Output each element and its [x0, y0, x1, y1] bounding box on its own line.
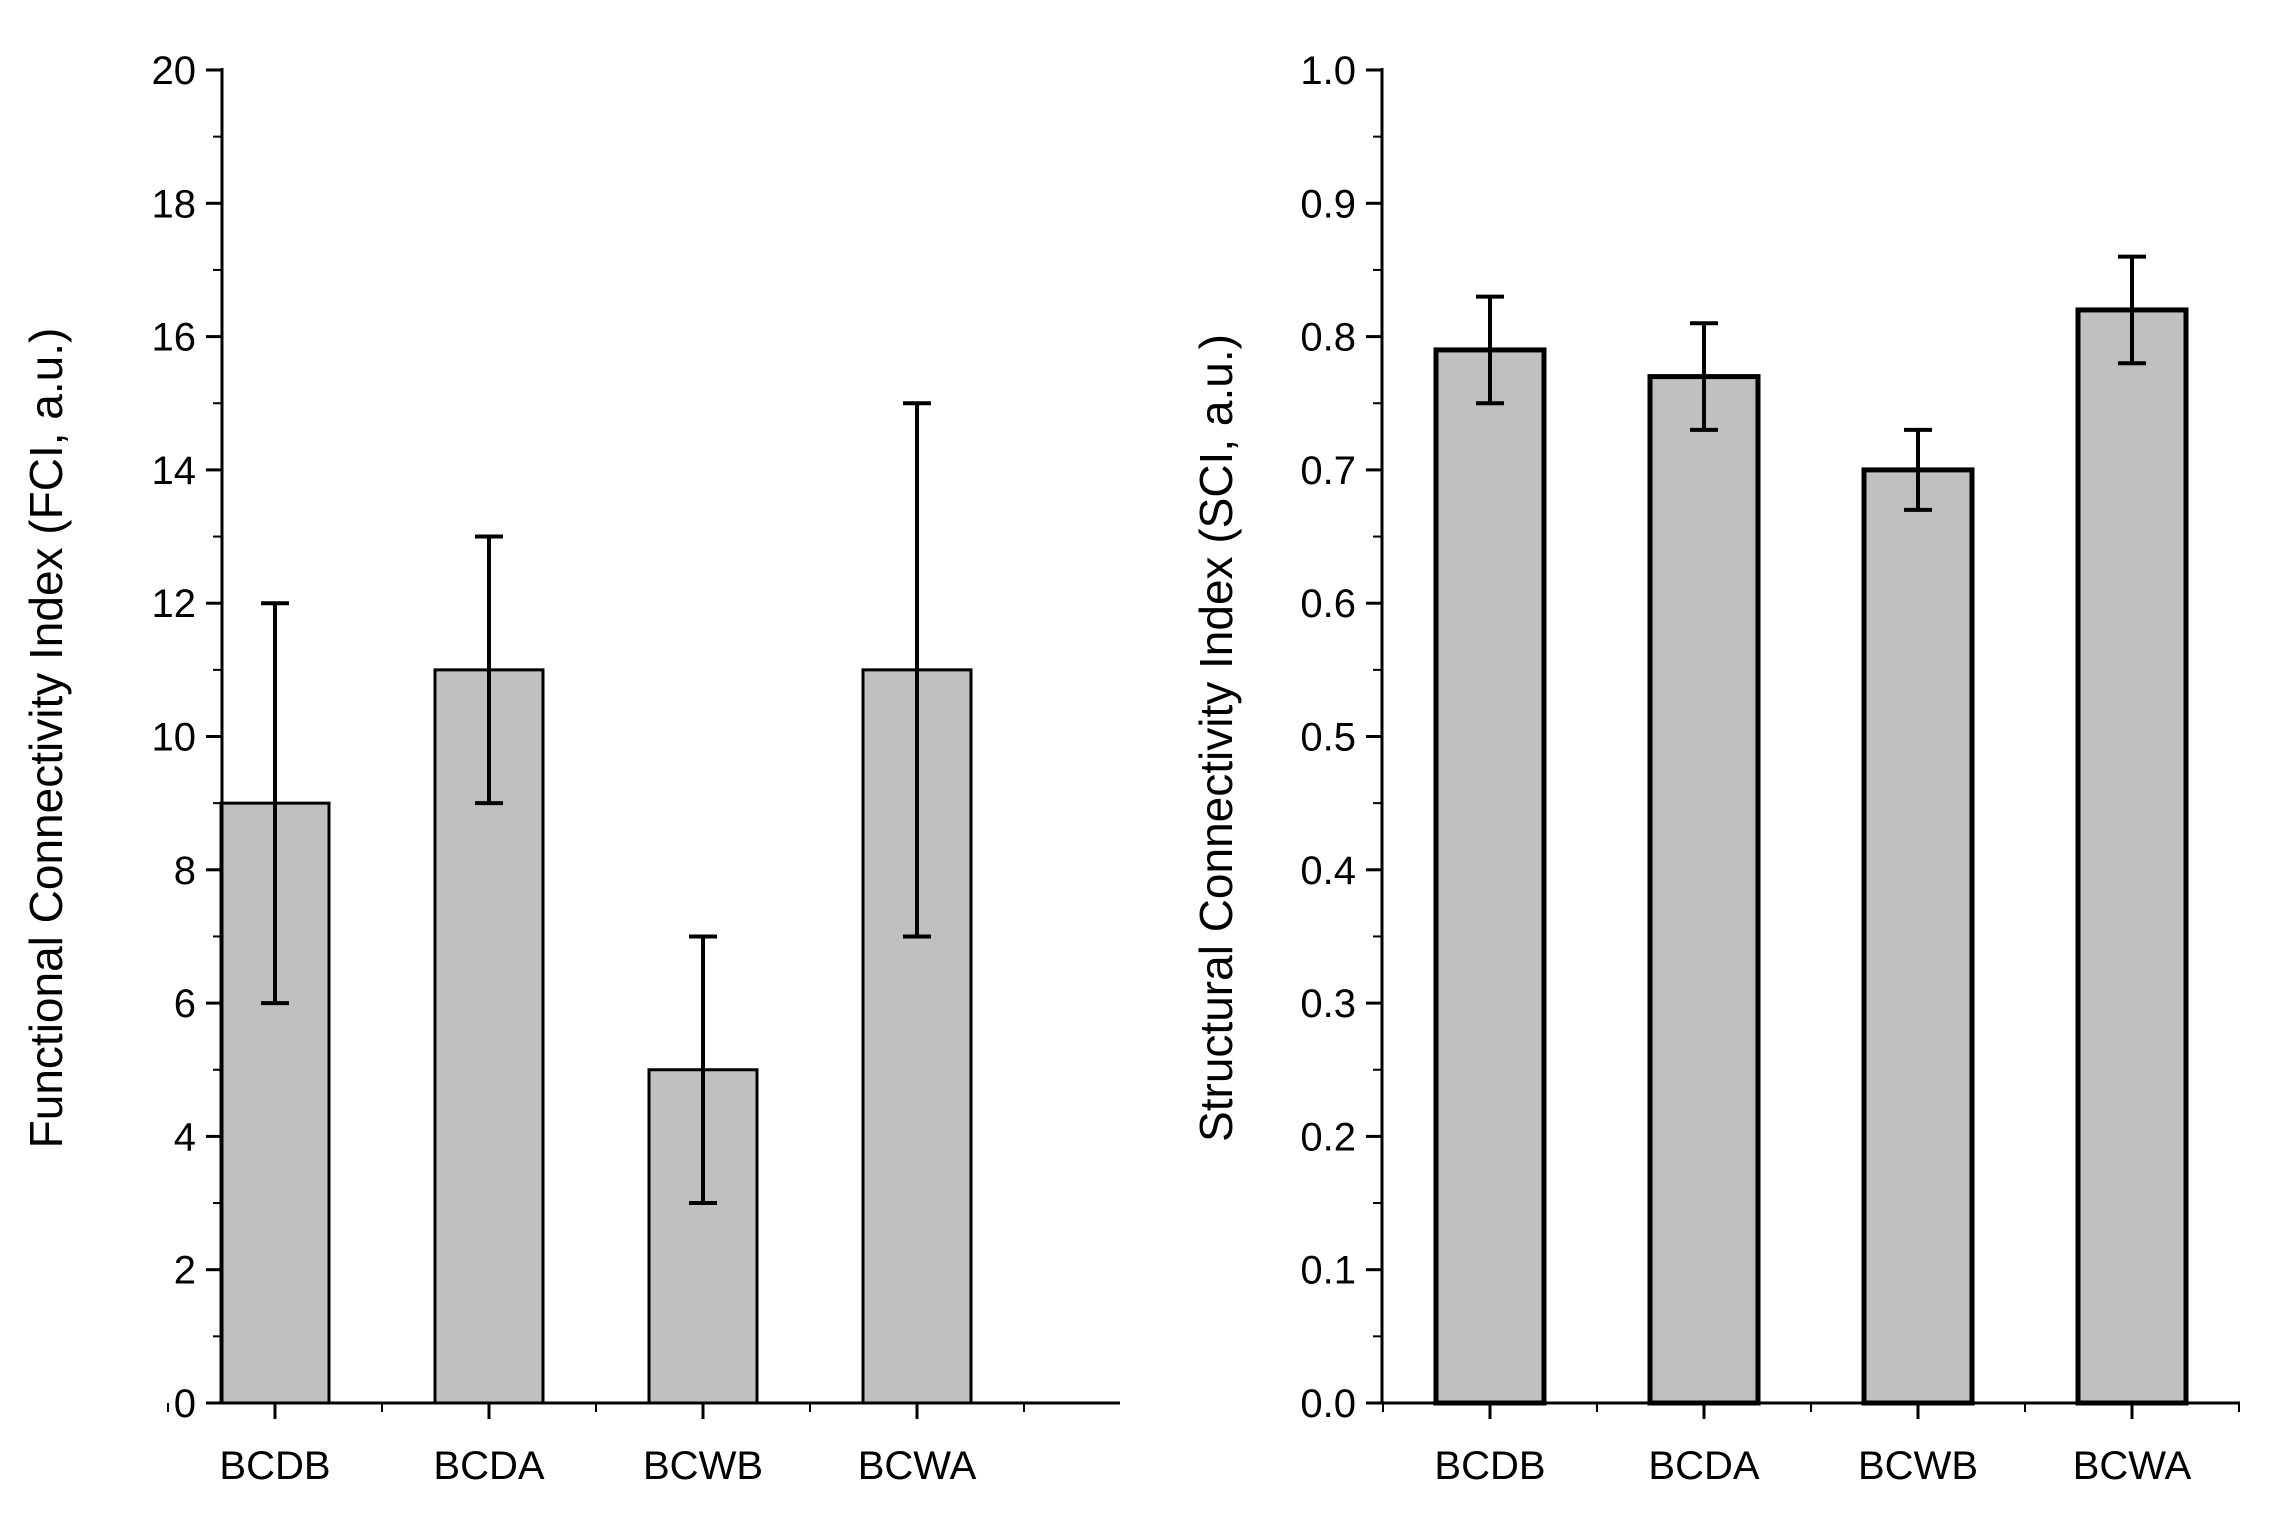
- bar-bcwa: [2075, 307, 2189, 1406]
- y-axis-title: Structural Connectivity Index (SCI, a.u.…: [1190, 334, 1242, 1142]
- error-bar-bcdb: [1476, 294, 1504, 406]
- y-tick-label: 10: [152, 716, 197, 760]
- y-tick-label: 0.2: [1300, 1115, 1356, 1159]
- y-tick-label: 2: [174, 1249, 196, 1293]
- y-tick-label: 0.3: [1300, 982, 1356, 1026]
- x-category-label: BCWB: [643, 1444, 763, 1488]
- y-tick-label: 0.8: [1300, 316, 1356, 360]
- y-tick-label: 0.9: [1300, 182, 1356, 226]
- y-tick-label: 0.5: [1300, 716, 1356, 760]
- fci-chart-panel: 0 2 4 6 8 10 12 14 16 18 20 BCDB BCDA BCWB BCWA Functio…: [20, 49, 1120, 1488]
- y-tick-label: 12: [152, 582, 197, 626]
- x-category-label: BCWA: [858, 1444, 977, 1488]
- y-tick-label: 0.6: [1300, 582, 1356, 626]
- x-category-label: BCDB: [219, 1444, 330, 1488]
- y-tick-label: 16: [152, 316, 197, 360]
- y-tick-label: 0.4: [1300, 849, 1356, 893]
- y-tick-label: 6: [174, 982, 196, 1026]
- error-bar-bcwa: [903, 401, 931, 939]
- y-tick-label: 18: [152, 182, 197, 226]
- x-category-label: BCDB: [1434, 1444, 1545, 1488]
- bar-bcwb: [1861, 467, 1975, 1406]
- x-category-label: BCWA: [2073, 1444, 2192, 1488]
- y-tick-label: 20: [152, 49, 197, 93]
- y-tick-label: 8: [174, 849, 196, 893]
- error-bar-bcwa: [2118, 254, 2146, 366]
- error-bar-bcdb: [261, 601, 289, 1006]
- y-tick-label: 0.7: [1300, 449, 1356, 493]
- y-tick-label: 4: [174, 1115, 196, 1159]
- x-category-label: BCDA: [1648, 1444, 1759, 1488]
- y-tick-label: 14: [152, 449, 197, 493]
- y-tick-label: 0.1: [1300, 1249, 1356, 1293]
- y-axis-title: Functional Connectivity Index (FCI, a.u.…: [20, 328, 72, 1149]
- x-category-label: BCDA: [433, 1444, 544, 1488]
- error-bar-bcda: [1690, 321, 1718, 432]
- x-category-label: BCWB: [1858, 1444, 1978, 1488]
- sci-chart-panel: 0.0 0.1 0.2 0.3 0.4 0.5 0.6 0.7 0.8 0.9 1.0 BCDB BCD…: [1190, 49, 2240, 1488]
- y-tick-label: 1.0: [1300, 49, 1356, 93]
- y-tick-label: 0: [174, 1382, 196, 1426]
- error-bar-bcwb: [689, 934, 717, 1206]
- bar-bcdb: [1433, 347, 1547, 1406]
- error-bar-bcwb: [1904, 427, 1932, 512]
- y-tick-label: 0.0: [1300, 1382, 1356, 1426]
- error-bar-bcda: [475, 534, 503, 806]
- bar-bcda: [1647, 374, 1761, 1406]
